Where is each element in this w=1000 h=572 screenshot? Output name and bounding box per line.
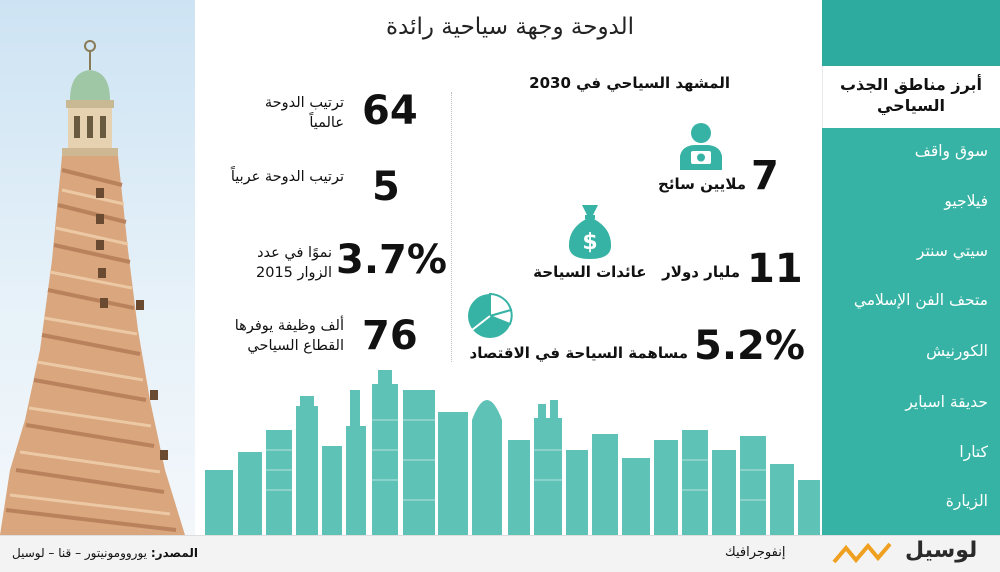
stat-label-world-rank: ترتيب الدوحة عالمياً bbox=[264, 95, 344, 131]
infographic-label: إنفوجرافيك bbox=[725, 545, 786, 560]
pie-chart-icon bbox=[468, 292, 513, 338]
attractions-list: سوق واقف فيلاجيو سيتي سنتر متحف الفن الإ… bbox=[822, 128, 1000, 535]
attraction-item: فيلاجيو bbox=[944, 192, 988, 210]
attraction-item: متحف الفن الإسلامي bbox=[853, 291, 988, 309]
brand-logo: لوسيل bbox=[905, 538, 978, 563]
svg-text:$: $ bbox=[582, 230, 597, 255]
attraction-item: الكورنيش bbox=[926, 342, 988, 360]
stat-label-arab-rank: ترتيب الدوحة عربياً bbox=[230, 169, 344, 185]
money-bag-icon: $ bbox=[568, 205, 612, 259]
outlook-subtitle: المشهد السياحي في 2030 bbox=[529, 74, 730, 92]
source-text: يوروومونيتور – قنا – لوسيل bbox=[12, 546, 148, 560]
sidebar-heading: أبرز مناطق الجذب السياحي bbox=[839, 75, 983, 115]
tourist-camera-icon bbox=[680, 123, 722, 170]
minaret-photo bbox=[0, 0, 195, 535]
attraction-item: سوق واقف bbox=[914, 142, 988, 160]
column-divider bbox=[451, 92, 452, 362]
outlook-label-tourists: ملايين سائح bbox=[658, 175, 746, 193]
stat-number-jobs: 76 bbox=[362, 313, 418, 359]
source-line: المصدر: يوروومونيتور – قنا – لوسيل bbox=[12, 546, 198, 560]
doha-skyline bbox=[205, 370, 820, 535]
sidebar-top-band bbox=[822, 0, 1000, 66]
brand-zigzag-icon bbox=[832, 542, 892, 564]
attraction-item: سيتي سنتر bbox=[916, 242, 988, 260]
stat-label-jobs: ألف وظيفة يوفرها القطاع السياحي bbox=[234, 318, 344, 354]
footer-bar: المصدر: يوروومونيتور – قنا – لوسيل إنفوج… bbox=[0, 535, 1000, 572]
stat-number-arab-rank: 5 bbox=[372, 164, 400, 210]
page-title: الدوحة وجهة سياحية رائدة bbox=[385, 14, 635, 40]
outlook-number-revenue: 11 bbox=[747, 246, 803, 292]
attraction-item: الزيارة bbox=[945, 492, 988, 510]
attractions-sidebar: أبرز مناطق الجذب السياحي سوق واقف فيلاجي… bbox=[822, 0, 1000, 535]
outlook-label-economy: مساهمة السياحة في الاقتصاد bbox=[469, 344, 688, 362]
attraction-item: حديقة اسباير bbox=[905, 393, 988, 411]
sidebar-heading-box: أبرز مناطق الجذب السياحي bbox=[822, 66, 1000, 128]
outlook-number-economy: 5.2% bbox=[694, 323, 805, 369]
minaret-illustration bbox=[0, 40, 185, 535]
stat-number-visitor-growth: 3.7% bbox=[336, 237, 447, 283]
outlook-number-tourists: 7 bbox=[751, 153, 779, 199]
stat-label-visitor-growth: نموًا في عدد الزوار 2015 bbox=[256, 245, 332, 281]
source-label: المصدر: bbox=[150, 546, 198, 560]
attraction-item: كتارا bbox=[959, 443, 988, 461]
stat-number-world-rank: 64 bbox=[362, 88, 418, 134]
outlook-label-revenue: مليار دولار عائدات السياحة bbox=[533, 263, 740, 281]
